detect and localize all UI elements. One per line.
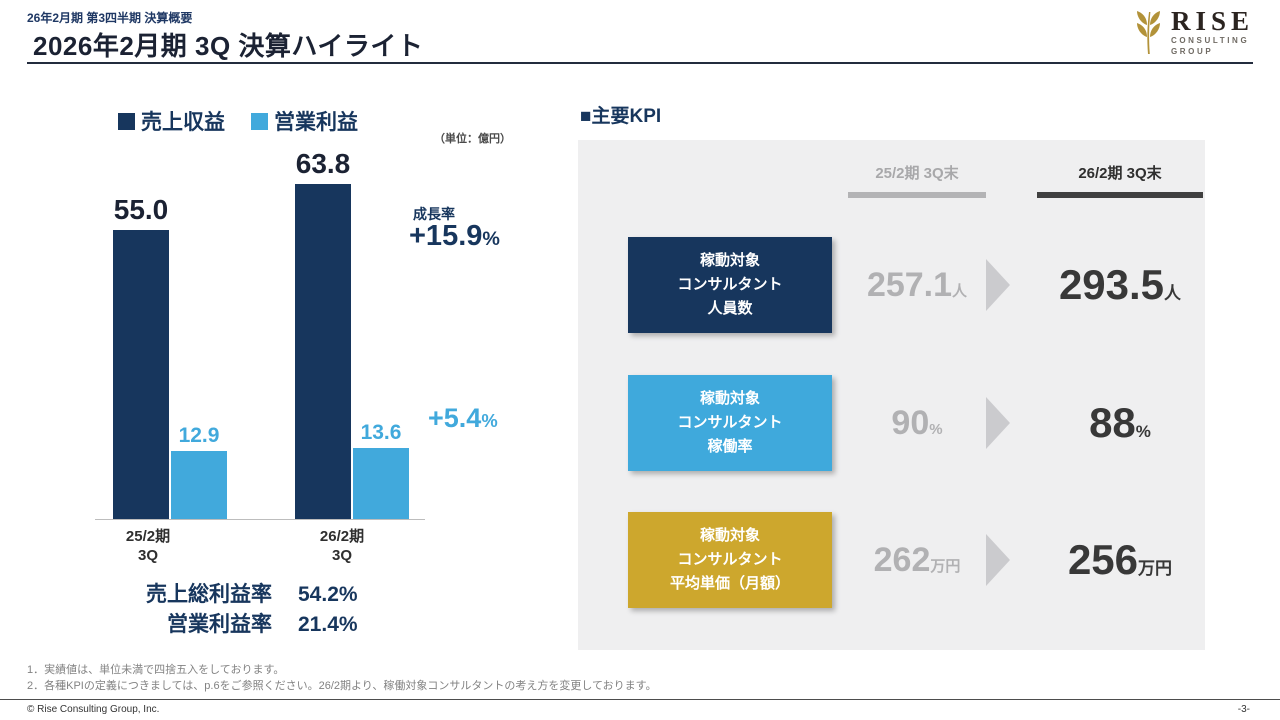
kpi-label-box-rate: 稼動対象 コンサルタント 平均単価（月額） bbox=[628, 512, 832, 608]
kpi-number: 256 bbox=[1067, 536, 1139, 583]
kpi-number: 88 bbox=[1089, 399, 1136, 446]
kpi-unit: 万円 bbox=[930, 557, 961, 575]
kpi-box-line: 稼動対象 bbox=[699, 390, 760, 407]
kpi-prev-value-headcount: 257.1人 bbox=[827, 237, 1007, 333]
logo-rise-text: RISE bbox=[1170, 6, 1254, 36]
kpi-curr-value-rate: 256万円 bbox=[1030, 512, 1210, 608]
x-label-25: 25/2期 3Q bbox=[92, 527, 204, 565]
report-eyebrow: 26年2月期 第3四半期 決算概要 bbox=[27, 11, 193, 25]
kpi-label-box-headcount: 稼動対象 コンサルタント 人員数 bbox=[628, 237, 832, 333]
revenue-bar-25 bbox=[113, 230, 169, 519]
kpi-curr-value-headcount: 293.5人 bbox=[1030, 237, 1210, 333]
legend-item-revenue: 売上収益 bbox=[118, 106, 225, 136]
x-label-26-line1: 26/2期 bbox=[319, 528, 365, 545]
company-logo: RISE CONSULTING GROUP bbox=[1133, 7, 1254, 56]
gross-margin-value: 54.2% bbox=[298, 583, 358, 606]
copyright: © Rise Consulting Group, Inc. bbox=[27, 704, 160, 715]
x-label-25-line1: 25/2期 bbox=[125, 528, 171, 545]
kpi-number: 293.5 bbox=[1058, 261, 1165, 308]
profit-swatch-icon bbox=[251, 112, 268, 130]
kpi-number: 257.1 bbox=[866, 265, 953, 304]
kpi-box-line: コンサルタント bbox=[677, 414, 783, 431]
x-label-26: 26/2期 3Q bbox=[286, 527, 398, 565]
revenue-value-26: 63.8 bbox=[295, 148, 351, 179]
kpi-box-line: コンサルタント bbox=[677, 276, 783, 293]
page-number: -3- bbox=[1237, 704, 1250, 715]
arrow-right-icon bbox=[986, 534, 1010, 586]
footer-divider bbox=[0, 699, 1280, 700]
legend-label-revenue: 売上収益 bbox=[141, 111, 225, 134]
kpi-box-line: 平均単価（月額） bbox=[669, 575, 790, 592]
kpi-unit: 人 bbox=[1164, 284, 1182, 303]
kpi-box-line: 稼動対象 bbox=[699, 527, 760, 544]
footnote-2: 2．各種KPIの定義につきましては、p.6をご参照ください。26/2期より、稼働… bbox=[27, 680, 657, 692]
wheat-logo-icon bbox=[1136, 10, 1160, 54]
unit-note: （単位：億円） bbox=[434, 133, 511, 145]
x-label-26-line2: 3Q bbox=[331, 547, 352, 564]
revenue-growth-number: +15.9 bbox=[409, 220, 483, 252]
kpi-col-header-curr: 26/2期 3Q末 bbox=[1078, 165, 1162, 182]
kpi-unit: 人 bbox=[952, 282, 968, 300]
kpi-box-line: 人員数 bbox=[707, 300, 753, 317]
kpi-label-box-utilization: 稼動対象 コンサルタント 稼働率 bbox=[628, 375, 832, 471]
kpi-heading: ■主要KPI bbox=[580, 106, 662, 127]
gross-margin-label: 売上総利益率 bbox=[146, 583, 272, 606]
kpi-box-line: 稼動対象 bbox=[699, 252, 760, 269]
profit-value-25: 12.9 bbox=[178, 424, 220, 447]
profit-value-26: 13.6 bbox=[360, 421, 402, 444]
operating-margin-label: 営業利益率 bbox=[167, 613, 272, 636]
logo-group-text: GROUP bbox=[1170, 46, 1214, 56]
chart-legend: 売上収益 営業利益 bbox=[118, 106, 358, 136]
growth-rate-label: 成長率 bbox=[413, 206, 455, 222]
revenue-value-25: 55.0 bbox=[113, 194, 169, 225]
operating-margin-value: 21.4% bbox=[298, 613, 358, 636]
legend-label-profit: 営業利益 bbox=[274, 111, 358, 134]
kpi-panel: 25/2期 3Q末 26/2期 3Q末 稼動対象 コンサルタント 人員数 257… bbox=[578, 140, 1205, 650]
footnotes: 1．実績値は、単位未満で四捨五入をしております。 2．各種KPIの定義につきまし… bbox=[27, 662, 657, 694]
page-title: 2026年2月期 3Q 決算ハイライト bbox=[33, 31, 424, 61]
arrow-right-icon bbox=[986, 259, 1010, 311]
legend-item-profit: 営業利益 bbox=[251, 106, 358, 136]
revenue-growth-unit: % bbox=[482, 228, 500, 250]
profit-bar-26 bbox=[353, 448, 409, 519]
revenue-bar-26 bbox=[295, 184, 351, 519]
kpi-unit: % bbox=[929, 420, 943, 438]
revenue-growth-value: +15.9% bbox=[409, 220, 500, 253]
kpi-prev-value-rate: 262万円 bbox=[827, 512, 1007, 608]
x-label-25-line2: 3Q bbox=[137, 547, 158, 564]
revenue-swatch-icon bbox=[118, 112, 135, 130]
kpi-unit: % bbox=[1135, 422, 1151, 441]
kpi-box-line: 稼働率 bbox=[707, 438, 753, 455]
footnote-1: 1．実績値は、単位未満で四捨五入をしております。 bbox=[27, 664, 285, 676]
kpi-number: 90 bbox=[891, 403, 930, 442]
margin-ratios: 売上総利益率 54.2% 営業利益率 21.4% bbox=[108, 580, 398, 640]
kpi-unit: 万円 bbox=[1138, 559, 1173, 578]
logo-text: RISE CONSULTING GROUP bbox=[1171, 7, 1254, 56]
bar-chart bbox=[95, 140, 425, 520]
kpi-box-line: コンサルタント bbox=[677, 551, 783, 568]
profit-growth-value: +5.4% bbox=[428, 403, 498, 434]
kpi-curr-value-utilization: 88% bbox=[1030, 375, 1210, 471]
arrow-right-icon bbox=[986, 397, 1010, 449]
kpi-number: 262 bbox=[873, 540, 931, 579]
profit-bar-25 bbox=[171, 451, 227, 519]
profit-growth-unit: % bbox=[481, 410, 498, 431]
kpi-col-bar-curr bbox=[1037, 192, 1203, 198]
title-divider bbox=[27, 62, 1253, 64]
logo-consulting-text: CONSULTING bbox=[1170, 36, 1250, 46]
kpi-prev-value-utilization: 90% bbox=[827, 375, 1007, 471]
kpi-col-header-prev: 25/2期 3Q末 bbox=[875, 165, 959, 182]
kpi-col-bar-prev bbox=[848, 192, 986, 198]
profit-growth-number: +5.4 bbox=[428, 403, 482, 433]
x-axis bbox=[95, 519, 425, 520]
